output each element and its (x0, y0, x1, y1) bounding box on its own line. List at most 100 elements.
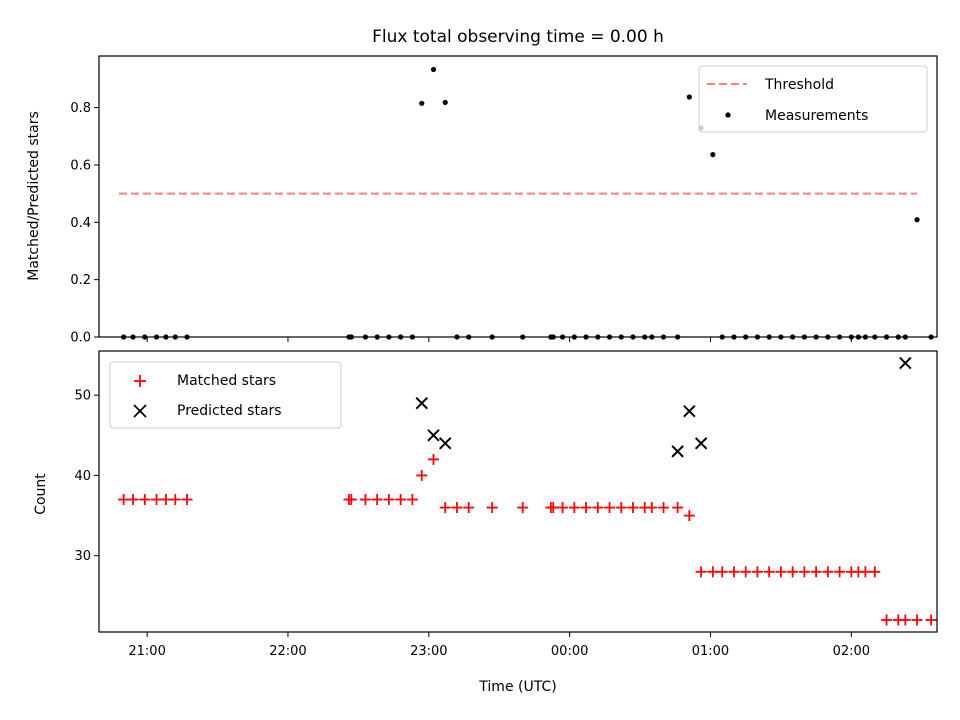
matched-star-point (547, 502, 559, 514)
matched-star-point (406, 494, 418, 506)
matched-star-point (568, 502, 580, 514)
matched-star-point (672, 502, 684, 514)
matched-star-point (463, 502, 475, 514)
matched-star-point (646, 502, 658, 514)
x-tick-label: 00:00 (551, 644, 588, 659)
measurement-point (442, 99, 448, 106)
bottom-y-axis-label: Count (33, 473, 49, 515)
matched-star-point (359, 494, 371, 506)
matched-star-point (181, 494, 193, 506)
matched-star-point (169, 494, 181, 506)
matched-star-point (486, 502, 498, 514)
matched-star-point (707, 566, 719, 578)
matched-star-point (416, 469, 428, 481)
predicted-star-point (439, 437, 452, 450)
matched-star-point (869, 566, 881, 578)
bottom-plot-area: 30 40 50 21:00 22:00 23:00 00:00 01:00 02:00 (74, 356, 937, 659)
predicted-star-stroke (683, 405, 696, 418)
matched-star-point (439, 502, 451, 514)
matched-star-point (395, 494, 407, 506)
predicted-star-point (671, 445, 684, 458)
matched-star-point (834, 566, 846, 578)
matched-star-point (716, 566, 728, 578)
legend-matched-label: Matched stars (177, 373, 276, 389)
matched-star-point (810, 566, 822, 578)
x-tick-label: 02:00 (833, 644, 870, 659)
top-y-tick-label: 0.2 (70, 273, 91, 288)
predicted-star-point (683, 405, 696, 418)
x-tick-label: 01:00 (692, 644, 729, 659)
matched-star-point (604, 502, 616, 514)
matched-star-point (899, 614, 911, 626)
matched-star-point (822, 566, 834, 578)
matched-star-point (859, 566, 871, 578)
matched-star-point (427, 453, 439, 465)
predicted-star-stroke (439, 437, 452, 450)
bottom-legend: Matched stars Predicted stars (109, 361, 342, 429)
matched-star-point (557, 502, 569, 514)
legend-matched-swatch (134, 375, 146, 387)
matched-star-point (151, 494, 163, 506)
bottom-y-tick-label: 40 (74, 469, 91, 484)
x-tick-label: 23:00 (410, 644, 447, 659)
measurement-point (710, 152, 716, 158)
legend-threshold-label: Threshold (764, 77, 834, 93)
matched-star-point (740, 566, 752, 578)
top-axes-frame (98, 55, 938, 338)
legend-measurements-label: Measurements (765, 108, 868, 124)
matched-star-point (695, 566, 707, 578)
matched-star-point (911, 614, 923, 626)
predicted-star-stroke (427, 429, 440, 442)
measurement-point (914, 217, 920, 223)
matched-star-point (683, 510, 695, 522)
top-y-tick-label: 0.6 (70, 158, 91, 173)
predicted-star-point (415, 396, 428, 410)
bottom-axes-frame (98, 350, 938, 633)
top-plot-area: 0.0 0.2 0.4 0.6 0.8 (70, 66, 934, 346)
top-y-axis-label: Matched/Predicted stars (26, 111, 42, 281)
legend-predicted-swatch (133, 404, 147, 418)
matched-star-point (798, 566, 810, 578)
matched-star-point (751, 566, 763, 578)
matched-star-point (881, 614, 893, 626)
measurement-point (430, 66, 437, 73)
measurement-point (686, 94, 692, 100)
x-axis-label: Time (UTC) (478, 679, 556, 695)
bottom-y-tick-label: 50 (74, 389, 91, 404)
legend-predicted-label: Predicted stars (177, 403, 282, 419)
top-y-tick-label: 0.0 (70, 331, 91, 346)
legend-measurements-swatch (725, 112, 731, 118)
matched-star-point (775, 566, 787, 578)
matched-star-point (925, 614, 937, 626)
predicted-star-stroke (694, 437, 708, 450)
x-tick-label: 21:00 (128, 644, 165, 659)
measurement-point (419, 100, 425, 106)
bottom-y-tick-label: 30 (74, 549, 91, 564)
matched-star-point (160, 494, 172, 506)
matched-star-point (787, 566, 799, 578)
matched-star-point (383, 494, 395, 506)
predicted-star-point (694, 437, 708, 450)
matched-star-point (580, 502, 592, 514)
x-tick-label: 22:00 (269, 644, 306, 659)
matched-star-point (139, 494, 151, 506)
matched-star-point (592, 502, 604, 514)
matched-star-point (345, 494, 357, 506)
matched-star-point (517, 502, 529, 514)
bottom-legend-box (109, 361, 342, 429)
matched-star-point (728, 566, 740, 578)
matched-star-point (627, 502, 639, 514)
predicted-star-stroke (415, 396, 428, 410)
predicted-star-stroke (671, 445, 684, 458)
matched-star-point (615, 502, 627, 514)
matched-star-point (118, 494, 130, 506)
matched-star-point (658, 502, 670, 514)
matched-star-point (451, 502, 463, 514)
matched-star-point (763, 566, 775, 578)
top-y-tick-label: 0.4 (70, 216, 91, 231)
predicted-star-point (427, 429, 440, 442)
top-legend: Threshold Measurements (698, 65, 928, 133)
matched-star-point (371, 494, 383, 506)
top-legend-box (698, 65, 928, 133)
